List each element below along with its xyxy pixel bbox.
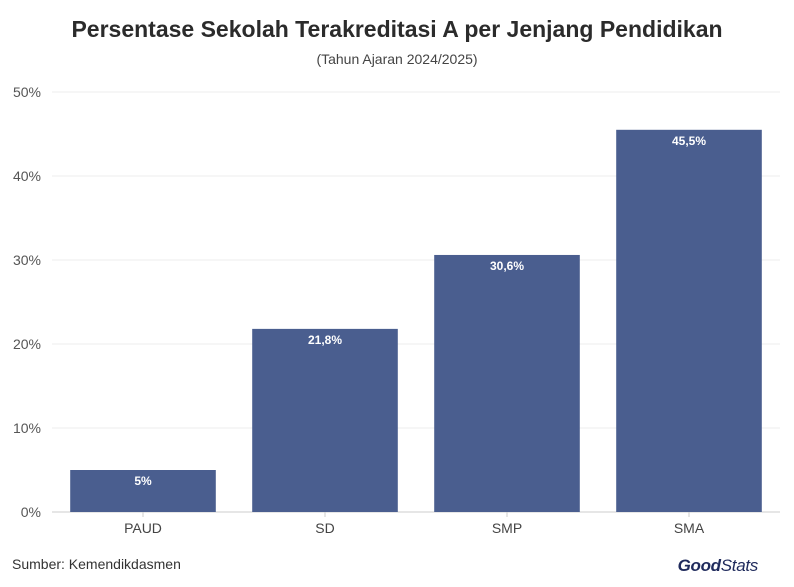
x-tick-label: PAUD [124, 520, 162, 536]
y-tick-label: 40% [13, 168, 41, 184]
x-tick-label: SMP [492, 520, 522, 536]
chart-subtitle: (Tahun Ajaran 2024/2025) [316, 51, 478, 67]
source-note: Sumber: Kemendikdasmen [12, 556, 181, 572]
data-label: 21,8% [308, 333, 342, 347]
y-tick-label: 30% [13, 252, 41, 268]
x-tick-label: SMA [674, 520, 705, 536]
logo-text-light: Stats [720, 556, 759, 575]
y-tick-label: 0% [21, 504, 41, 520]
goodstats-logo: GoodStats [677, 556, 759, 576]
bar-sd [252, 328, 398, 512]
bar-paud [70, 470, 216, 512]
y-tick-label: 20% [13, 336, 41, 352]
chart-title: Persentase Sekolah Terakreditasi A per J… [71, 16, 723, 42]
bar-smp [434, 254, 580, 512]
data-label: 30,6% [490, 259, 524, 273]
data-label: 45,5% [672, 134, 706, 148]
logo-text-bold: Good [677, 556, 721, 575]
data-label: 5% [134, 474, 152, 488]
bar-sma [616, 129, 762, 513]
y-tick-label: 10% [13, 420, 41, 436]
x-tick-label: SD [315, 520, 334, 536]
y-tick-label: 50% [13, 84, 41, 100]
